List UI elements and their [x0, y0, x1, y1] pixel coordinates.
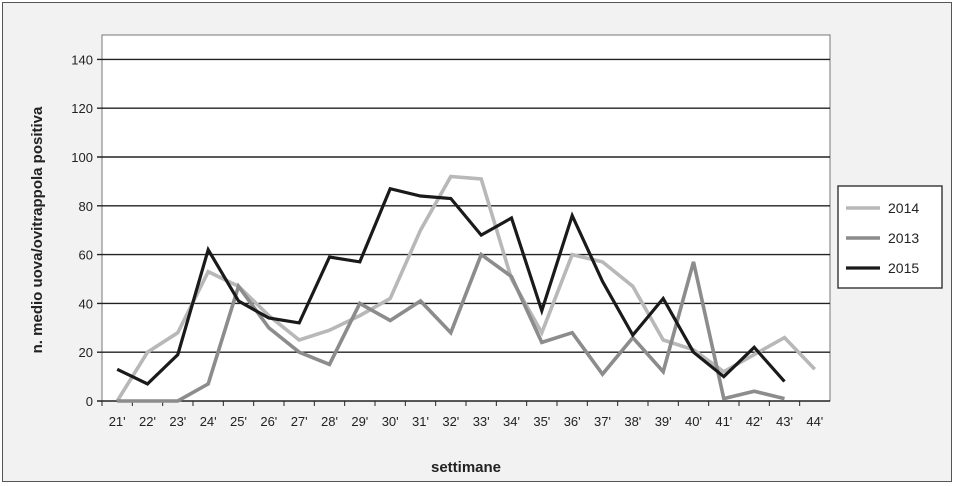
- y-tick-label: 40: [79, 296, 93, 311]
- x-tick-label: 38': [624, 414, 641, 429]
- legend-label-2013: 2013: [888, 230, 919, 246]
- x-tick-label: 30': [382, 414, 399, 429]
- x-tick-label: 41': [715, 414, 732, 429]
- x-tick-label: 21': [109, 414, 126, 429]
- y-tick-label: 60: [79, 248, 93, 263]
- x-tick-label: 26': [260, 414, 277, 429]
- x-tick-label: 43': [776, 414, 793, 429]
- x-tick-label: 27': [291, 414, 308, 429]
- y-axis-label: n. medio uova/ovitrappola positiva: [29, 106, 46, 353]
- legend-label-2014: 2014: [888, 200, 919, 216]
- x-tick-label: 44': [806, 414, 823, 429]
- x-tick-label: 29': [351, 414, 368, 429]
- legend-label-2015: 2015: [888, 260, 919, 276]
- x-tick-label: 31': [412, 414, 429, 429]
- x-tick-labels: 21' 22' 23' 24' 25' 26' 27' 28' 29' 30' 31' 32' 33' 3…: [102, 401, 823, 429]
- x-tick-label: 25': [230, 414, 247, 429]
- y-tick-labels: 0 20 40 60 80 100 120 140: [71, 52, 93, 409]
- y-tick-label: 140: [71, 52, 93, 67]
- x-tick-label: 35': [533, 414, 550, 429]
- x-tick-label: 34': [503, 414, 520, 429]
- y-tick-label: 100: [71, 150, 93, 165]
- y-tick-label: 0: [86, 394, 93, 409]
- x-tick-label: 32': [442, 414, 459, 429]
- x-tick-label: 28': [321, 414, 338, 429]
- y-tick-label: 80: [79, 199, 93, 214]
- x-tick-label: 36': [564, 414, 581, 429]
- x-axis-label: settimane: [431, 459, 501, 476]
- x-tick-label: 42': [746, 414, 763, 429]
- x-tick-label: 39': [655, 414, 672, 429]
- x-tick-label: 33': [473, 414, 490, 429]
- x-tick-label: 37': [594, 414, 611, 429]
- y-tick-label: 20: [79, 345, 93, 360]
- x-tick-label: 23': [169, 414, 186, 429]
- x-tick-label: 40': [685, 414, 702, 429]
- y-tick-label: 120: [71, 101, 93, 116]
- legend: 2014 2013 2015: [838, 186, 942, 288]
- x-tick-label: 24': [200, 414, 217, 429]
- x-tick-label: 22': [139, 414, 156, 429]
